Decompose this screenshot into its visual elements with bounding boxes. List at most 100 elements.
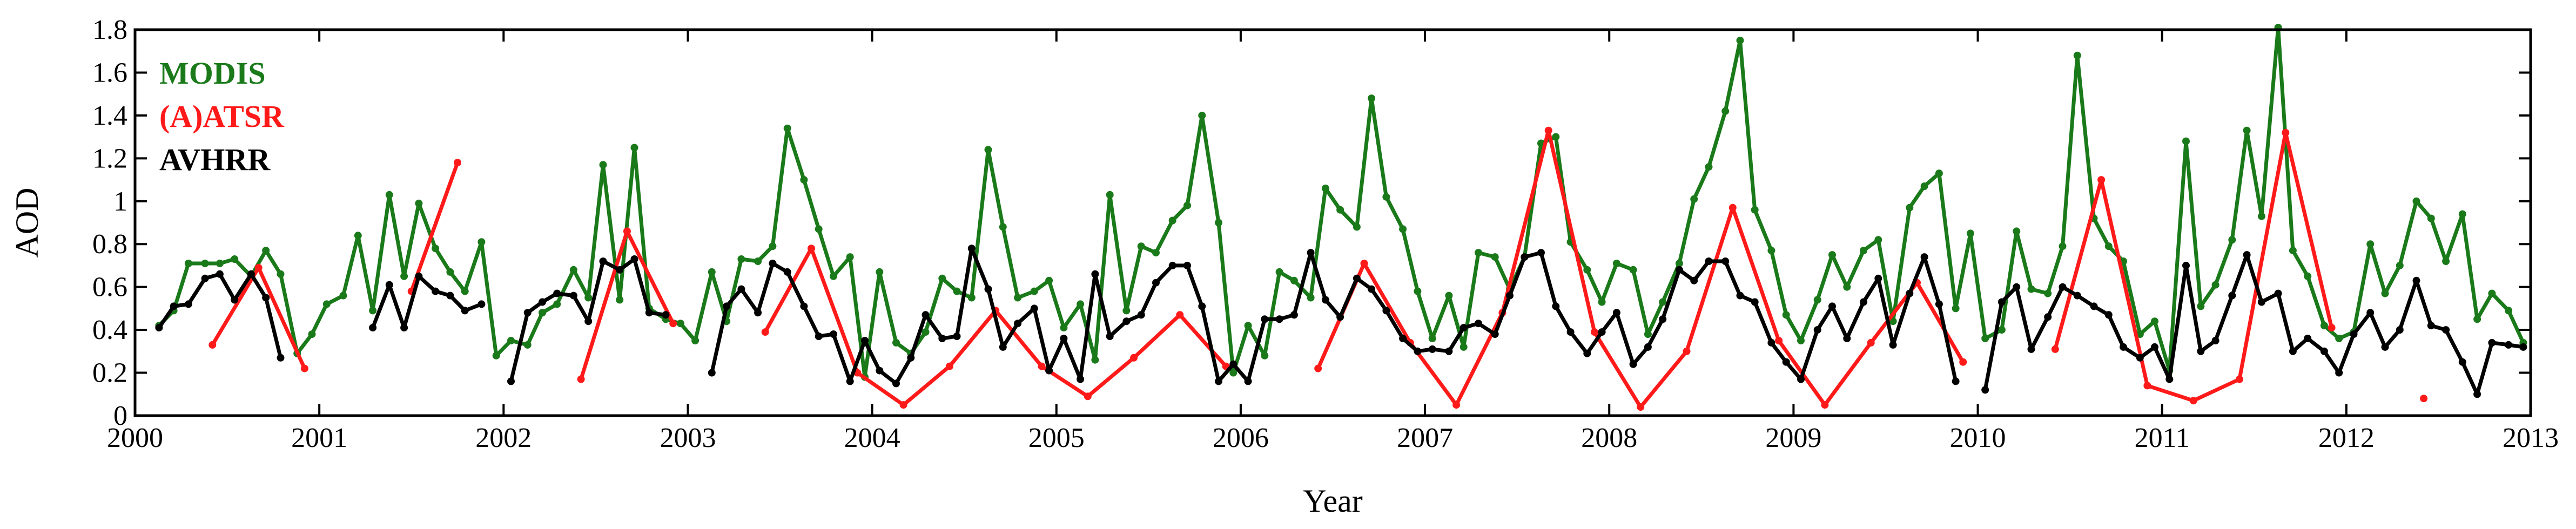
data-point-modis — [1307, 294, 1315, 302]
data-point-modis — [754, 257, 762, 265]
data-point-modis — [1874, 236, 1882, 244]
data-point-a-atsr — [1775, 337, 1783, 344]
data-point-avhrr — [2396, 326, 2404, 334]
data-point-modis — [769, 242, 777, 250]
data-point-avhrr — [2350, 330, 2358, 338]
data-point-avhrr — [876, 367, 884, 375]
data-point-avhrr — [2228, 291, 2236, 300]
data-point-avhrr — [1290, 311, 1298, 319]
data-point-modis — [1598, 298, 1606, 306]
data-point-avhrr — [769, 260, 777, 267]
data-point-avhrr — [1183, 261, 1191, 269]
data-point-avhrr — [1459, 324, 1468, 332]
data-point-modis — [1459, 343, 1468, 351]
data-point-modis — [1828, 251, 1836, 259]
data-point-avhrr — [599, 257, 607, 265]
data-point-modis — [2320, 322, 2328, 330]
data-point-modis — [1629, 266, 1637, 274]
series-avhrr — [155, 245, 2527, 398]
data-point-modis — [938, 274, 946, 282]
data-point-avhrr — [2488, 338, 2496, 347]
data-point-avhrr — [1981, 386, 1989, 394]
data-point-avhrr — [2211, 337, 2219, 344]
data-point-avhrr — [1705, 257, 1713, 265]
data-point-modis — [1045, 276, 1053, 284]
data-point-avhrr — [2059, 283, 2067, 291]
data-point-avhrr — [569, 291, 577, 300]
x-tick-label: 2011 — [2135, 423, 2190, 453]
data-point-modis — [2488, 289, 2496, 297]
data-point-modis — [1091, 356, 1099, 364]
data-point-modis — [1414, 287, 1422, 295]
data-point-avhrr — [277, 354, 285, 362]
data-point-avhrr — [1721, 257, 1730, 265]
data-point-avhrr — [1428, 345, 1436, 353]
data-point-modis — [2458, 210, 2466, 218]
data-point-modis — [1183, 201, 1191, 209]
data-point-modis — [830, 272, 837, 280]
data-point-modis — [1721, 107, 1730, 115]
data-point-avhrr — [247, 270, 255, 278]
data-point-modis — [385, 191, 393, 199]
data-point-avhrr — [1014, 320, 1022, 328]
data-point-modis — [2073, 51, 2081, 59]
data-point-modis — [1767, 247, 1775, 255]
data-point-avhrr — [984, 285, 992, 293]
data-point-avhrr — [1382, 307, 1390, 315]
legend-label-a-atsr: (A)ATSR — [159, 99, 285, 134]
x-tick-label: 2013 — [2503, 423, 2559, 453]
data-point-avhrr — [184, 300, 192, 308]
data-point-modis — [2412, 197, 2420, 205]
data-point-modis — [1168, 216, 1176, 225]
y-tick-label: 0.4 — [92, 315, 127, 345]
data-point-modis — [1583, 266, 1591, 274]
data-point-modis — [2027, 285, 2035, 293]
data-point-avhrr — [461, 307, 469, 315]
data-point-modis — [1244, 322, 1252, 330]
x-tick-label: 2008 — [1581, 423, 1637, 453]
data-point-avhrr — [2289, 347, 2297, 355]
data-point-avhrr — [415, 272, 423, 280]
data-point-modis — [2044, 289, 2052, 297]
data-point-modis — [1644, 330, 1652, 338]
data-point-modis — [2243, 126, 2251, 134]
data-point-modis — [1275, 268, 1283, 276]
data-point-modis — [1014, 294, 1022, 302]
data-point-a-atsr — [454, 159, 461, 167]
y-tick-label: 0.8 — [92, 229, 127, 260]
data-point-avhrr — [708, 369, 716, 377]
x-tick-label: 2003 — [660, 423, 716, 453]
data-point-avhrr — [1583, 349, 1591, 357]
data-point-avhrr — [1353, 274, 1361, 282]
data-point-modis — [2396, 261, 2404, 269]
data-point-avhrr — [1368, 285, 1376, 293]
data-point-modis — [400, 272, 408, 280]
x-tick-label: 2009 — [1765, 423, 1821, 453]
data-point-avhrr — [1399, 335, 1407, 342]
data-point-modis — [539, 309, 546, 317]
data-point-avhrr — [861, 337, 869, 344]
data-point-modis — [415, 199, 423, 207]
data-point-avhrr — [1137, 311, 1145, 319]
data-point-a-atsr — [1038, 362, 1046, 370]
data-point-modis — [1491, 253, 1499, 261]
data-point-avhrr — [2505, 341, 2513, 349]
data-point-modis — [800, 176, 808, 184]
data-point-modis — [2257, 212, 2265, 220]
data-point-modis — [1690, 195, 1698, 203]
data-point-avhrr — [1261, 315, 1269, 323]
data-point-modis — [1137, 242, 1145, 250]
data-point-modis — [737, 255, 745, 263]
data-point-modis — [1152, 249, 1160, 257]
data-point-avhrr — [967, 245, 976, 253]
data-point-avhrr — [2427, 322, 2435, 330]
data-point-modis — [2211, 281, 2219, 289]
data-point-a-atsr — [1590, 328, 1598, 336]
data-point-modis — [1399, 225, 1407, 233]
data-point-modis — [1659, 298, 1667, 306]
x-axis: 2000 2001 2002 2003 2004 2005 2006 2007 2008 2009… — [107, 30, 2559, 453]
series-line-avhrr — [710, 246, 1958, 385]
data-point-avhrr — [432, 287, 440, 295]
data-point-a-atsr — [1637, 403, 1645, 411]
